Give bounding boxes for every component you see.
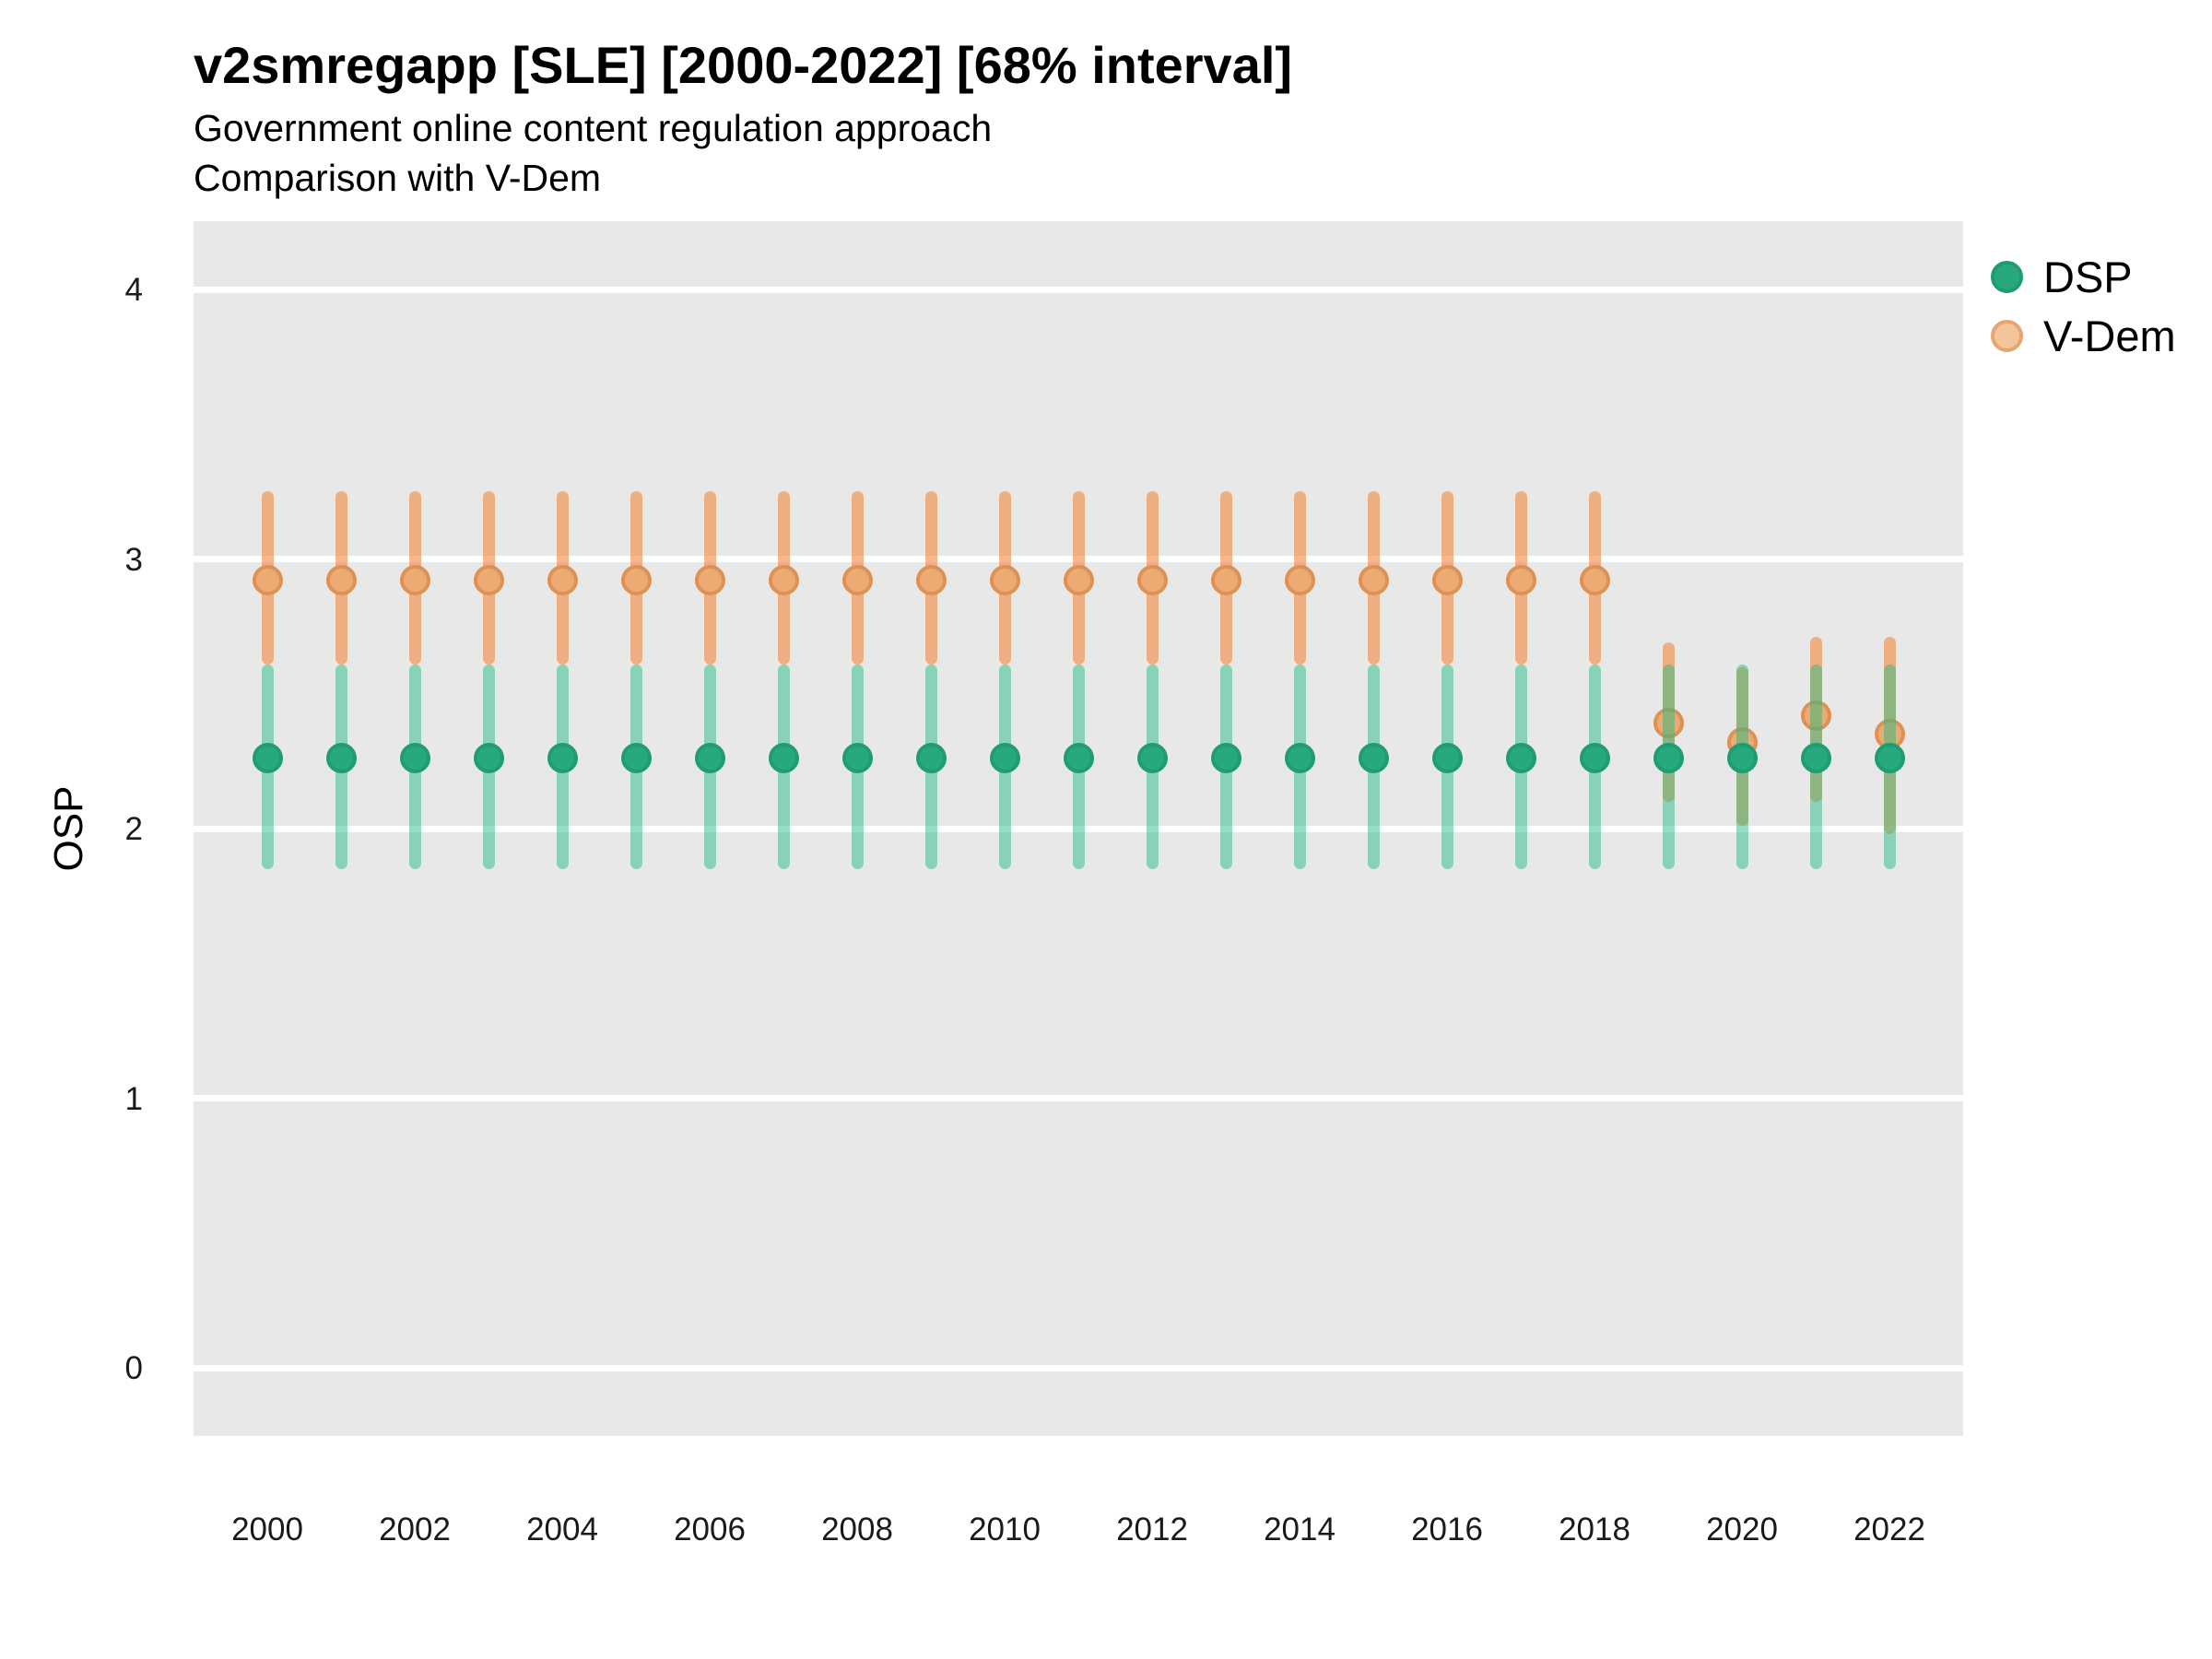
vdem-point-2002: [399, 565, 430, 596]
x-tick-label-2012: 2012: [1116, 1512, 1188, 1547]
dsp-point-2004: [547, 743, 578, 774]
dsp-point-2008: [841, 743, 873, 774]
dsp-point-2000: [252, 743, 283, 774]
x-tick-label-2010: 2010: [969, 1512, 1041, 1547]
chart-subtitle: Government online content regulation app…: [194, 107, 993, 149]
x-tick-label-2004: 2004: [526, 1512, 598, 1547]
vdem-point-2018: [1579, 565, 1610, 596]
vdem-point-2014: [1284, 565, 1315, 596]
dsp-point-2010: [989, 743, 1020, 774]
chart-title: v2smregapp [SLE] [2000-2022] [68% interv…: [194, 36, 1293, 94]
y-tick-label-2: 2: [124, 811, 143, 847]
y-tick-label-1: 1: [124, 1080, 143, 1117]
dsp-point-2020: [1726, 743, 1758, 774]
vdem-point-2007: [768, 565, 799, 596]
vdem-point-2006: [694, 565, 725, 596]
plot-panel: [194, 221, 1963, 1436]
dsp-point-2021: [1800, 743, 1831, 774]
legend-key-dsp: [1991, 260, 2023, 293]
legend-key-vdem: [1991, 319, 2023, 352]
vdem-point-2017: [1505, 565, 1536, 596]
vdem-point-2013: [1210, 565, 1241, 596]
dsp-point-2009: [915, 743, 947, 774]
dsp-point-2017: [1505, 743, 1536, 774]
x-tick-label-2014: 2014: [1264, 1512, 1335, 1547]
legend-item-vdem: V-Dem: [1991, 306, 2176, 365]
vdem-point-2001: [325, 565, 357, 596]
vdem-point-2000: [252, 565, 283, 596]
dsp-point-2016: [1431, 743, 1463, 774]
vdem-point-2009: [915, 565, 947, 596]
dsp-point-2013: [1210, 743, 1241, 774]
gridline-y-0: [194, 1364, 1963, 1371]
x-tick-label-2002: 2002: [379, 1512, 451, 1547]
vdem-point-2005: [620, 565, 652, 596]
vdem-point-2010: [989, 565, 1020, 596]
chart-subtitle-2: Comparison with V-Dem: [194, 157, 602, 199]
x-tick-label-2018: 2018: [1559, 1512, 1630, 1547]
dsp-point-2012: [1136, 743, 1168, 774]
x-tick-label-2022: 2022: [1853, 1512, 1925, 1547]
vdem-point-2019: [1653, 708, 1684, 739]
vdem-point-2016: [1431, 565, 1463, 596]
legend: DSP V-Dem: [1991, 247, 2176, 365]
gridline-y-1: [194, 1095, 1963, 1101]
x-tick-label-2006: 2006: [674, 1512, 746, 1547]
dsp-point-2019: [1653, 743, 1684, 774]
dsp-point-2001: [325, 743, 357, 774]
gridline-y-2: [194, 825, 1963, 832]
dsp-point-2007: [768, 743, 799, 774]
x-tick-label-2020: 2020: [1706, 1512, 1778, 1547]
vdem-point-2021: [1800, 700, 1831, 731]
legend-label-vdem: V-Dem: [2043, 311, 2176, 360]
dsp-point-2005: [620, 743, 652, 774]
vdem-point-2003: [473, 565, 504, 596]
x-tick-label-2000: 2000: [231, 1512, 303, 1547]
dsp-point-2015: [1358, 743, 1389, 774]
dsp-point-2022: [1874, 743, 1905, 774]
dsp-point-2018: [1579, 743, 1610, 774]
y-tick-label-3: 3: [124, 541, 143, 578]
vdem-point-2008: [841, 565, 873, 596]
legend-label-dsp: DSP: [2043, 252, 2133, 301]
dsp-point-2002: [399, 743, 430, 774]
gridline-y-4: [194, 286, 1963, 293]
x-tick-label-2016: 2016: [1411, 1512, 1483, 1547]
vdem-point-2015: [1358, 565, 1389, 596]
vdem-point-2012: [1136, 565, 1168, 596]
y-tick-label-4: 4: [124, 272, 143, 308]
legend-item-dsp: DSP: [1991, 247, 2176, 306]
dsp-point-2014: [1284, 743, 1315, 774]
vdem-point-2004: [547, 565, 578, 596]
dsp-point-2003: [473, 743, 504, 774]
y-tick-label-0: 0: [124, 1350, 143, 1386]
dsp-point-2011: [1063, 743, 1094, 774]
vdem-point-2011: [1063, 565, 1094, 596]
dsp-point-2006: [694, 743, 725, 774]
x-tick-label-2008: 2008: [821, 1512, 893, 1547]
